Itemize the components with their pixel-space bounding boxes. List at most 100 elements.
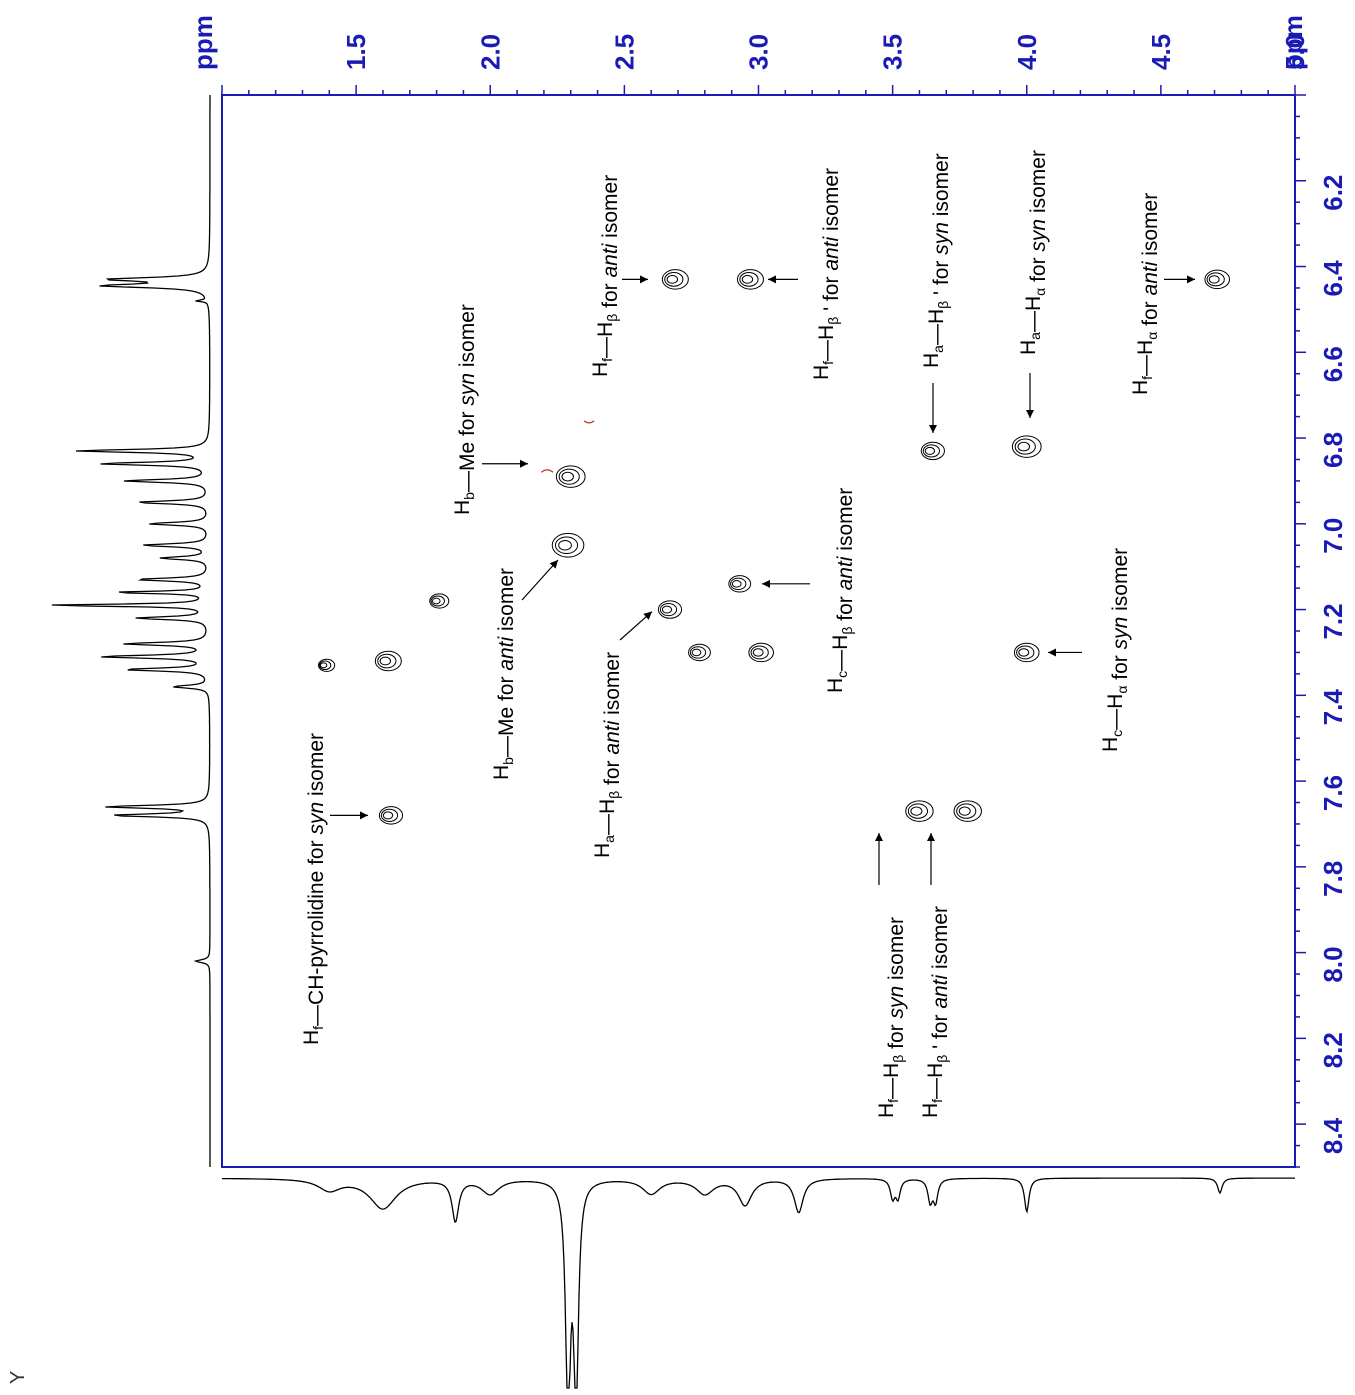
cross-peak	[551, 532, 585, 558]
contour-level	[558, 540, 572, 551]
horizontal-projection-spectrum	[51, 95, 211, 1167]
annotation-arrow	[762, 579, 810, 588]
contour-level	[730, 577, 747, 591]
plot-frame	[221, 94, 1296, 1168]
contour-level	[551, 532, 585, 558]
annotation-arrow	[622, 275, 648, 284]
right-tick-label: 7.8	[1318, 861, 1348, 897]
cross-peak	[1013, 642, 1040, 663]
contour-level	[377, 653, 397, 669]
annotation-arrow	[1164, 275, 1195, 284]
right-tick-label: 6.2	[1318, 175, 1348, 211]
annotation-label: Hf—Hβ ' for anti isomer	[810, 168, 843, 380]
contour-level	[318, 660, 332, 671]
minor-contour	[583, 420, 595, 424]
annotations: Hf—Hβ for anti isomer Hf—Hβ ' for anti is…	[300, 150, 1162, 1118]
contour-level	[752, 648, 764, 657]
contour-level	[431, 597, 441, 605]
contour-level	[661, 605, 673, 614]
contour-level	[558, 468, 580, 485]
annotation-label: Hf—CH-pyrrolidine for syn isomer	[300, 733, 328, 1045]
axis-ticks: 1.5 2.0 2.5 3.0 3.5 4.0 4.5 5.0ppmppm6.26.46.66…	[188, 15, 1348, 1168]
contour-level	[688, 643, 711, 662]
contour-level	[953, 800, 982, 822]
contour-level	[382, 811, 394, 820]
contour-level	[924, 446, 936, 455]
contour-level	[1017, 441, 1031, 452]
annotation-arrow	[875, 833, 883, 885]
top-tick-label: 2.5	[609, 34, 639, 70]
contour-level	[318, 658, 336, 672]
annotation-label: Ha—Hβ ' for syn isomer	[920, 153, 953, 368]
contour-level	[1011, 435, 1042, 458]
top-tick-label: 2.0	[475, 34, 505, 70]
contour-level	[748, 642, 774, 663]
contour-level	[664, 272, 684, 287]
right-tick-label: 7.6	[1318, 775, 1348, 811]
cross-peak	[657, 600, 683, 619]
contour-level	[1018, 648, 1030, 657]
contour-level	[922, 444, 940, 458]
minor-contour	[540, 469, 554, 473]
annotation-arrow	[619, 611, 653, 641]
annotation-label: Hf—Hβ ' for anti isomer	[919, 906, 952, 1118]
right-tick-label: 8.0	[1318, 946, 1348, 982]
annotation-label: Hf—Hβ for anti isomer	[589, 175, 622, 377]
cross-peak	[318, 658, 336, 672]
contour-level	[429, 593, 450, 609]
cross-peak	[748, 642, 774, 663]
annotation-arrow	[927, 833, 935, 885]
contour-level	[1013, 642, 1040, 663]
contour-level	[691, 648, 702, 657]
annotation-label: Hb—Me for syn isomer	[451, 304, 479, 515]
right-tick-label: 7.4	[1318, 689, 1348, 726]
annotation-arrow	[929, 383, 937, 433]
annotation-arrow	[1048, 648, 1082, 657]
contour-level	[380, 808, 399, 822]
cross-peak	[374, 650, 402, 672]
right-tick-label: 8.2	[1318, 1032, 1348, 1068]
contour-level	[907, 803, 929, 819]
corner-label: Y	[7, 1371, 29, 1384]
right-tick-label: 6.6	[1318, 346, 1348, 382]
cross-peak	[688, 643, 711, 662]
annotation-label: Hf—Hα for anti isomer	[1129, 193, 1162, 395]
contour-level	[736, 269, 764, 290]
vertical-projection-line	[222, 1177, 1295, 1389]
contour-level	[739, 272, 759, 287]
top-tick-label: 4.0	[1012, 34, 1042, 70]
contour-level	[657, 600, 683, 619]
contour-level	[659, 602, 678, 617]
contour-level	[379, 656, 392, 666]
annotation-label: Hc—Hβ for anti isomer	[824, 488, 857, 693]
annotation-label: Ha—Hβ for anti isomer	[591, 652, 624, 858]
cross-peak	[1204, 269, 1231, 290]
horizontal-projection-line	[51, 95, 211, 1167]
right-tick-label: 7.2	[1318, 603, 1348, 639]
contour-level	[554, 536, 579, 555]
annotation-arrow	[1026, 373, 1034, 418]
contour-level	[555, 465, 586, 488]
contour-level	[920, 441, 945, 461]
cross-peak	[736, 269, 764, 290]
right-tick-label: 6.4	[1318, 260, 1348, 297]
contour-level	[905, 800, 934, 822]
right-tick-label: 7.0	[1318, 518, 1348, 554]
annotation-label: Hb—Me for anti isomer	[490, 568, 518, 780]
contour-level	[1206, 272, 1225, 287]
top-tick-label: 3.0	[744, 34, 774, 70]
contour-level	[666, 274, 679, 284]
contour-level	[374, 650, 402, 672]
right-tick-label: 8.4	[1318, 1117, 1348, 1154]
contour-level	[731, 580, 742, 588]
right-tick-label: 6.8	[1318, 432, 1348, 468]
annotation-arrows	[330, 275, 1195, 885]
contour-level	[561, 471, 574, 482]
annotation-label: Ha—Hα for syn isomer	[1017, 150, 1050, 355]
contour-level	[1014, 438, 1036, 455]
annotation-arrow	[521, 559, 559, 601]
contour-level	[378, 806, 404, 825]
top-tick-label: 3.5	[878, 34, 908, 70]
vertical-projection-spectrum	[222, 1177, 1295, 1389]
cross-peak	[728, 575, 752, 593]
